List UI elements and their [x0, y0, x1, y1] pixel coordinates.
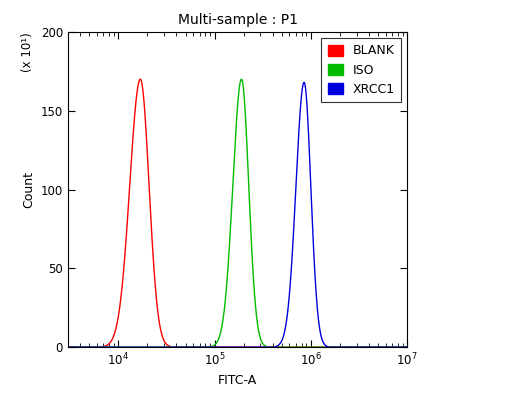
Line: ISO: ISO — [68, 79, 407, 347]
XRCC1 — [404, 345, 410, 350]
Line: BLANK: BLANK — [68, 79, 407, 347]
BLANK — [335, 345, 341, 350]
ISO — [266, 345, 272, 350]
ISO — [239, 77, 245, 82]
XRCC1 — [266, 345, 272, 350]
ISO — [187, 345, 194, 350]
BLANK — [316, 345, 323, 350]
XRCC1 — [82, 345, 88, 350]
BLANK — [137, 77, 144, 82]
ISO — [335, 345, 341, 350]
XRCC1 — [316, 325, 323, 330]
ISO — [65, 345, 71, 350]
ISO — [280, 345, 287, 350]
XRCC1 — [301, 80, 307, 85]
BLANK — [65, 345, 71, 350]
BLANK — [280, 345, 287, 350]
BLANK — [404, 345, 410, 350]
XRCC1 — [335, 345, 341, 350]
BLANK — [82, 345, 88, 350]
BLANK — [187, 345, 194, 350]
XRCC1 — [65, 345, 71, 350]
BLANK — [266, 345, 272, 350]
Title: Multi-sample : P1: Multi-sample : P1 — [177, 13, 298, 27]
ISO — [316, 345, 323, 350]
ISO — [404, 345, 410, 350]
Y-axis label: Count: Count — [22, 171, 35, 208]
XRCC1 — [187, 345, 194, 350]
Text: (x 10¹): (x 10¹) — [21, 32, 33, 72]
X-axis label: FITC-A: FITC-A — [218, 374, 257, 387]
ISO — [82, 345, 88, 350]
XRCC1 — [280, 334, 287, 339]
Line: XRCC1: XRCC1 — [68, 82, 407, 347]
Legend: BLANK, ISO, XRCC1: BLANK, ISO, XRCC1 — [321, 38, 401, 102]
